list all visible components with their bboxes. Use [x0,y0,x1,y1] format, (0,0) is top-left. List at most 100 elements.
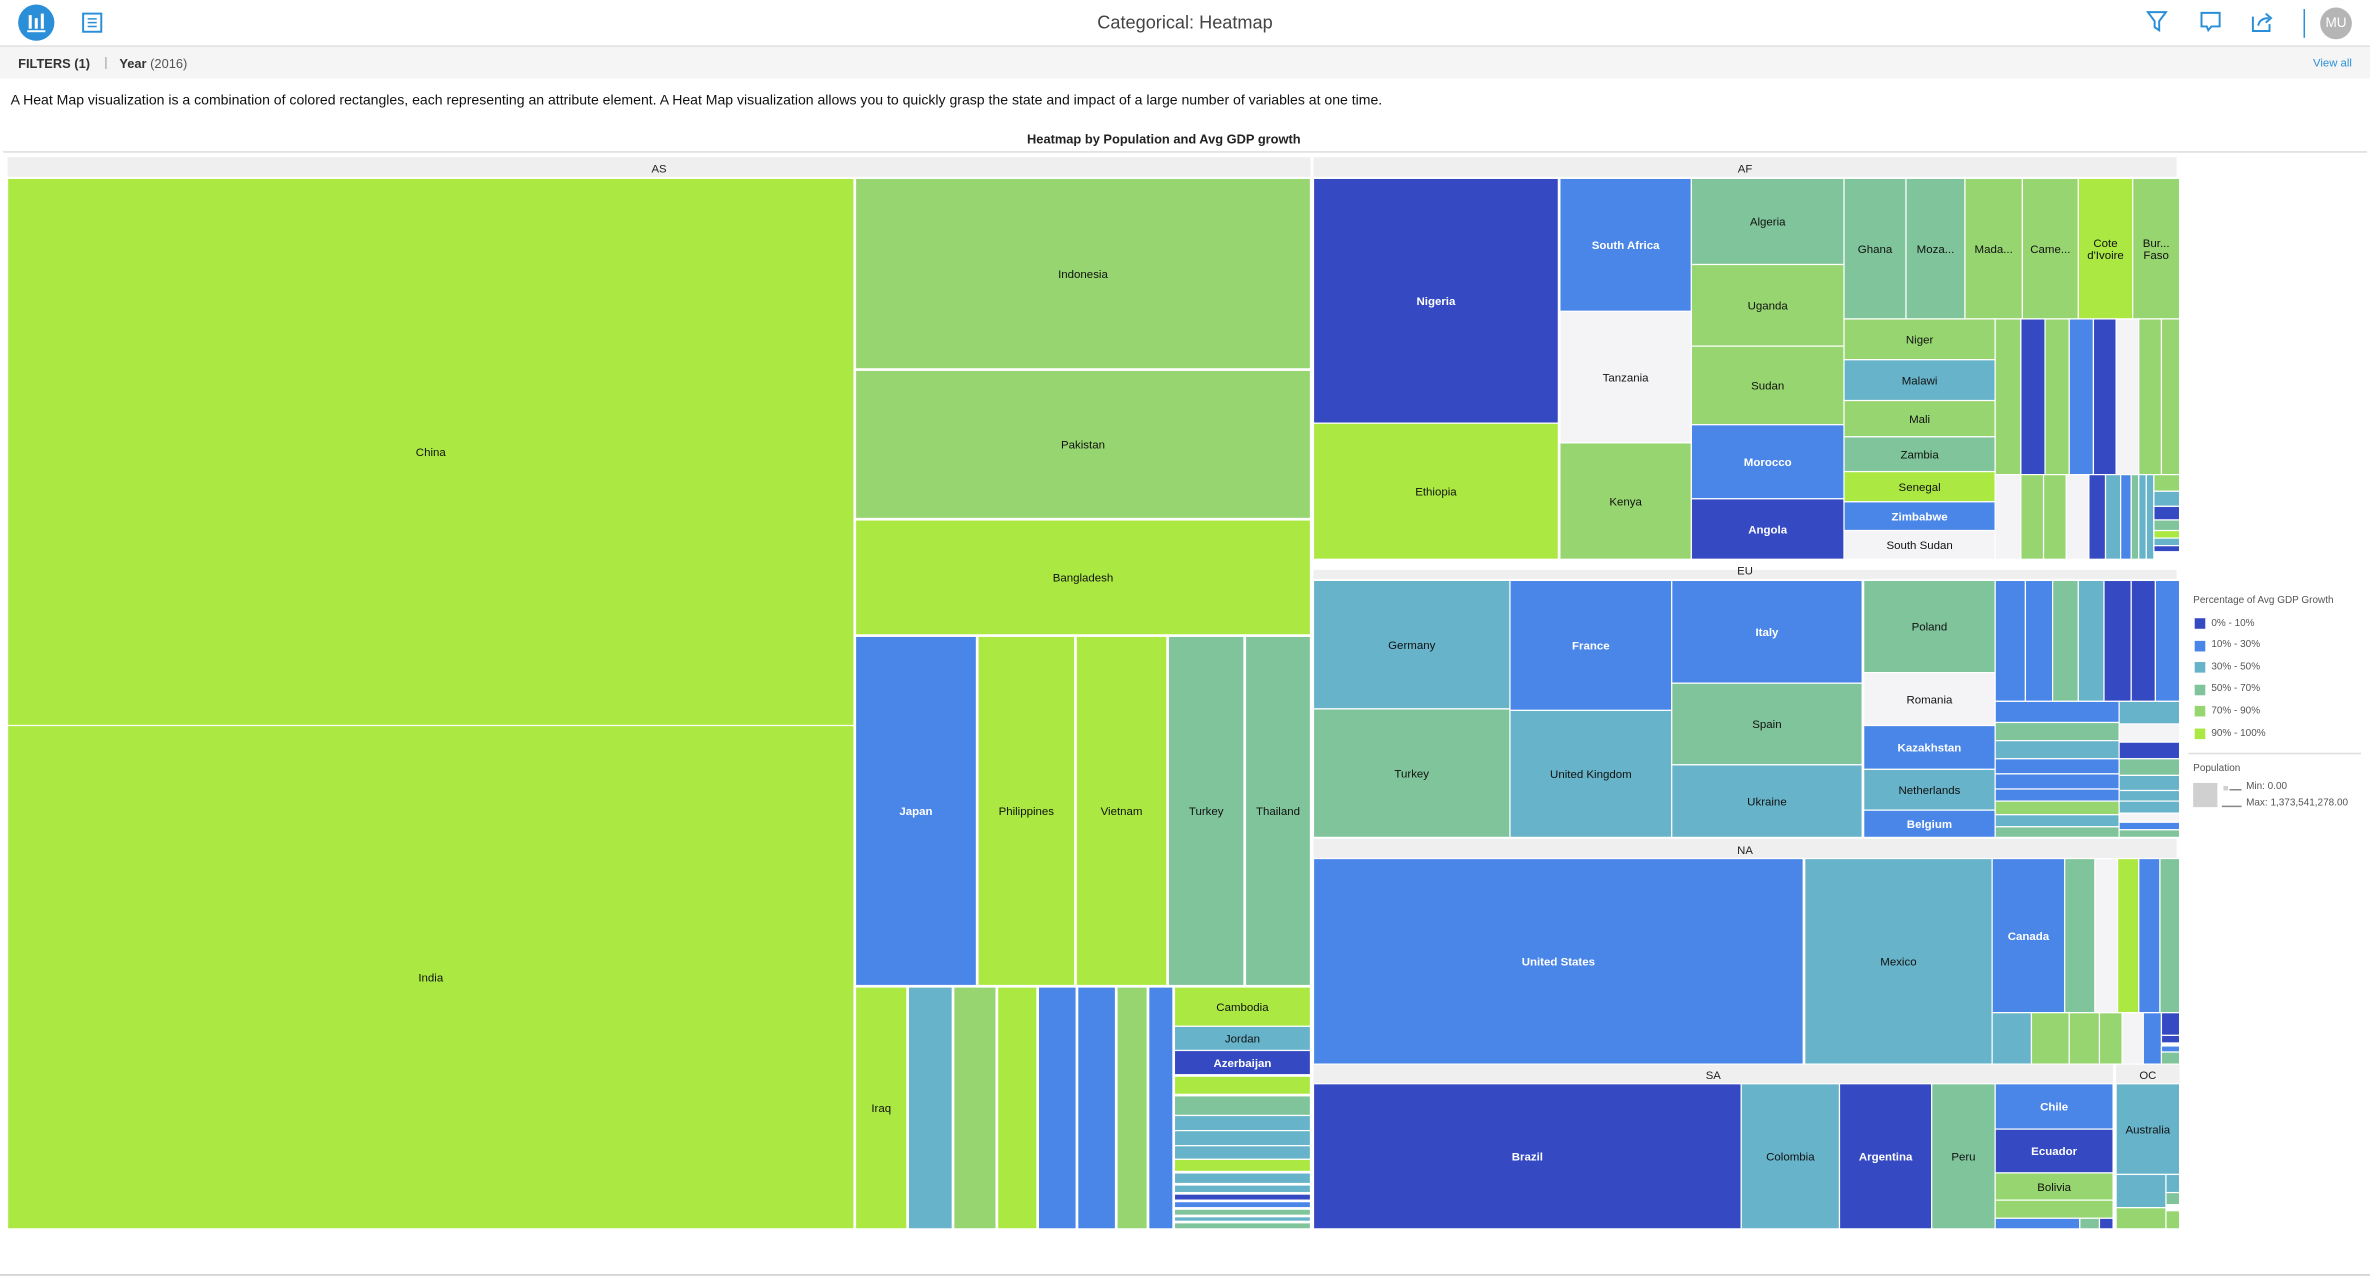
comment-icon[interactable] [2199,11,2222,41]
heatmap-cell[interactable] [1173,1114,1312,1132]
heatmap-cell[interactable] [1994,800,2120,816]
heatmap-cell-bangladesh[interactable] [854,519,1312,636]
heatmap-cell[interactable] [2118,800,2181,814]
heatmap-cell[interactable] [996,986,1038,1230]
heatmap-cell[interactable] [2118,741,2181,760]
heatmap-cell[interactable] [2118,774,2181,792]
heatmap-cell[interactable] [1173,1208,1312,1216]
heatmap-cell-turkey[interactable] [1167,635,1245,987]
heatmap-cell-italy[interactable] [1671,579,1863,684]
heatmap-cell[interactable] [2118,821,2181,831]
heatmap-cell[interactable] [1173,1158,1312,1173]
heatmap-cell[interactable] [2165,1173,2181,1194]
heatmap-cell-ghana[interactable] [1843,177,1907,320]
heatmap-cell[interactable] [2138,857,2161,1014]
heatmap-cell[interactable] [2145,474,2155,560]
heatmap-cell[interactable] [1037,986,1077,1230]
heatmap-cell[interactable] [2118,758,2181,777]
heatmap-cell[interactable] [2130,579,2157,702]
heatmap-cell[interactable] [2115,1207,2167,1230]
heatmap-cell[interactable] [2120,474,2132,560]
heatmap-cell[interactable] [1991,1012,2033,1065]
filters-label[interactable]: FILTERS (1) [18,55,91,72]
heatmap-cell[interactable] [2077,579,2105,702]
heatmap-cell[interactable] [1994,318,2022,476]
avatar[interactable]: MU [2320,7,2352,40]
heatmap-cell[interactable] [1173,1129,1312,1147]
heatmap-cell-germany[interactable] [1312,579,1511,710]
heatmap-cell[interactable] [2159,857,2181,1014]
heatmap-cell[interactable] [2153,529,2181,539]
heatmap-cell-chile[interactable] [1994,1083,2114,1130]
heatmap-cell[interactable] [2044,318,2070,476]
bar-chart-icon[interactable] [18,4,55,41]
heatmap-cell[interactable] [2130,474,2140,560]
heatmap-cell[interactable] [1173,1172,1312,1185]
heatmap-cell[interactable] [2030,1012,2070,1065]
heatmap-cell[interactable] [2160,318,2181,476]
heatmap-cell-australia[interactable] [2115,1083,2181,1176]
heatmap-cell[interactable] [1994,814,2120,828]
heatmap-cell-india[interactable] [6,724,855,1230]
heatmap-cell[interactable] [1173,1201,1312,1209]
heatmap-cell[interactable] [2165,1210,2181,1230]
filter-year[interactable]: Year (2016) [119,56,187,71]
heatmap-cell-pakistan[interactable] [854,369,1312,520]
heatmap-cell[interactable] [2118,829,2181,838]
heatmap-cell-kenya[interactable] [1559,442,1692,560]
heatmap-cell[interactable] [2153,545,2181,553]
heatmap-cell-cambodia[interactable] [1173,986,1312,1027]
heatmap-cell[interactable] [1148,986,1174,1230]
heatmap-cell[interactable] [1994,788,2120,802]
heatmap-cell[interactable] [2118,723,2181,743]
heatmap-cell[interactable] [2153,505,2181,521]
heatmap-cell-angola[interactable] [1690,498,1845,560]
heatmap-cell[interactable] [2118,812,2181,823]
heatmap-cell-peru[interactable] [1931,1083,1996,1230]
heatmap-cell-thailand[interactable] [1244,635,1312,987]
heatmap-cell[interactable] [2153,519,2181,532]
heatmap-cell[interactable] [2153,537,2181,547]
heatmap-cell-argentina[interactable] [1838,1083,1933,1230]
heatmap-cell[interactable] [2068,1012,2101,1065]
heatmap-cell[interactable] [2153,474,2181,492]
heatmap-cell[interactable] [2088,474,2107,560]
heatmap-cell-belgium[interactable] [1863,809,1996,838]
heatmap-cell-came-[interactable] [2021,177,2079,320]
heatmap-cell-vietnam[interactable] [1075,635,1168,987]
view-all-link[interactable]: View all [2313,55,2352,70]
heatmap-cell-mada-[interactable] [1964,177,2023,320]
heatmap-cell-colombia[interactable] [1740,1083,1841,1230]
heatmap-cell[interactable] [2142,1012,2163,1065]
heatmap-cell-ecuador[interactable] [1994,1128,2114,1174]
heatmap-cell[interactable] [953,986,997,1230]
heatmap-cell[interactable] [2052,579,2079,702]
heatmap-cell[interactable] [2160,1034,2181,1044]
heatmap-cell-indonesia[interactable] [854,177,1312,370]
heatmap-cell[interactable] [1994,721,2120,742]
heatmap-cell[interactable] [2064,857,2096,1014]
heatmap-cell[interactable] [2115,1173,2167,1209]
heatmap-cell[interactable] [2117,857,2140,1014]
heatmap-cell[interactable] [1077,986,1117,1230]
heatmap-cell[interactable] [2068,318,2095,476]
heatmap-cell[interactable] [2020,474,2045,560]
heatmap-cell[interactable] [2098,1012,2123,1065]
heatmap-cell-sudan[interactable] [1690,345,1845,426]
heatmap-cell[interactable] [2160,1045,2181,1053]
heatmap-cell-mexico[interactable] [1804,857,1993,1065]
heatmap-cell[interactable] [1116,986,1148,1230]
heatmap-cell-ethiopia[interactable] [1312,422,1559,560]
heatmap-cell[interactable] [1994,758,2120,775]
heatmap-cell[interactable] [2153,490,2181,507]
list-icon[interactable] [82,12,103,41]
heatmap-cell[interactable] [907,986,953,1230]
heatmap-cell[interactable] [1173,1075,1312,1095]
heatmap-cell[interactable] [2154,579,2181,702]
heatmap-cell[interactable] [2160,1012,2181,1036]
heatmap-cell-brazil[interactable] [1312,1083,1742,1230]
heatmap-cell[interactable] [1994,700,2120,724]
heatmap-cell-south-sudan[interactable] [1843,529,1996,560]
heatmap-cell[interactable] [2094,857,2119,1014]
heatmap-cell-iraq[interactable] [854,986,908,1230]
